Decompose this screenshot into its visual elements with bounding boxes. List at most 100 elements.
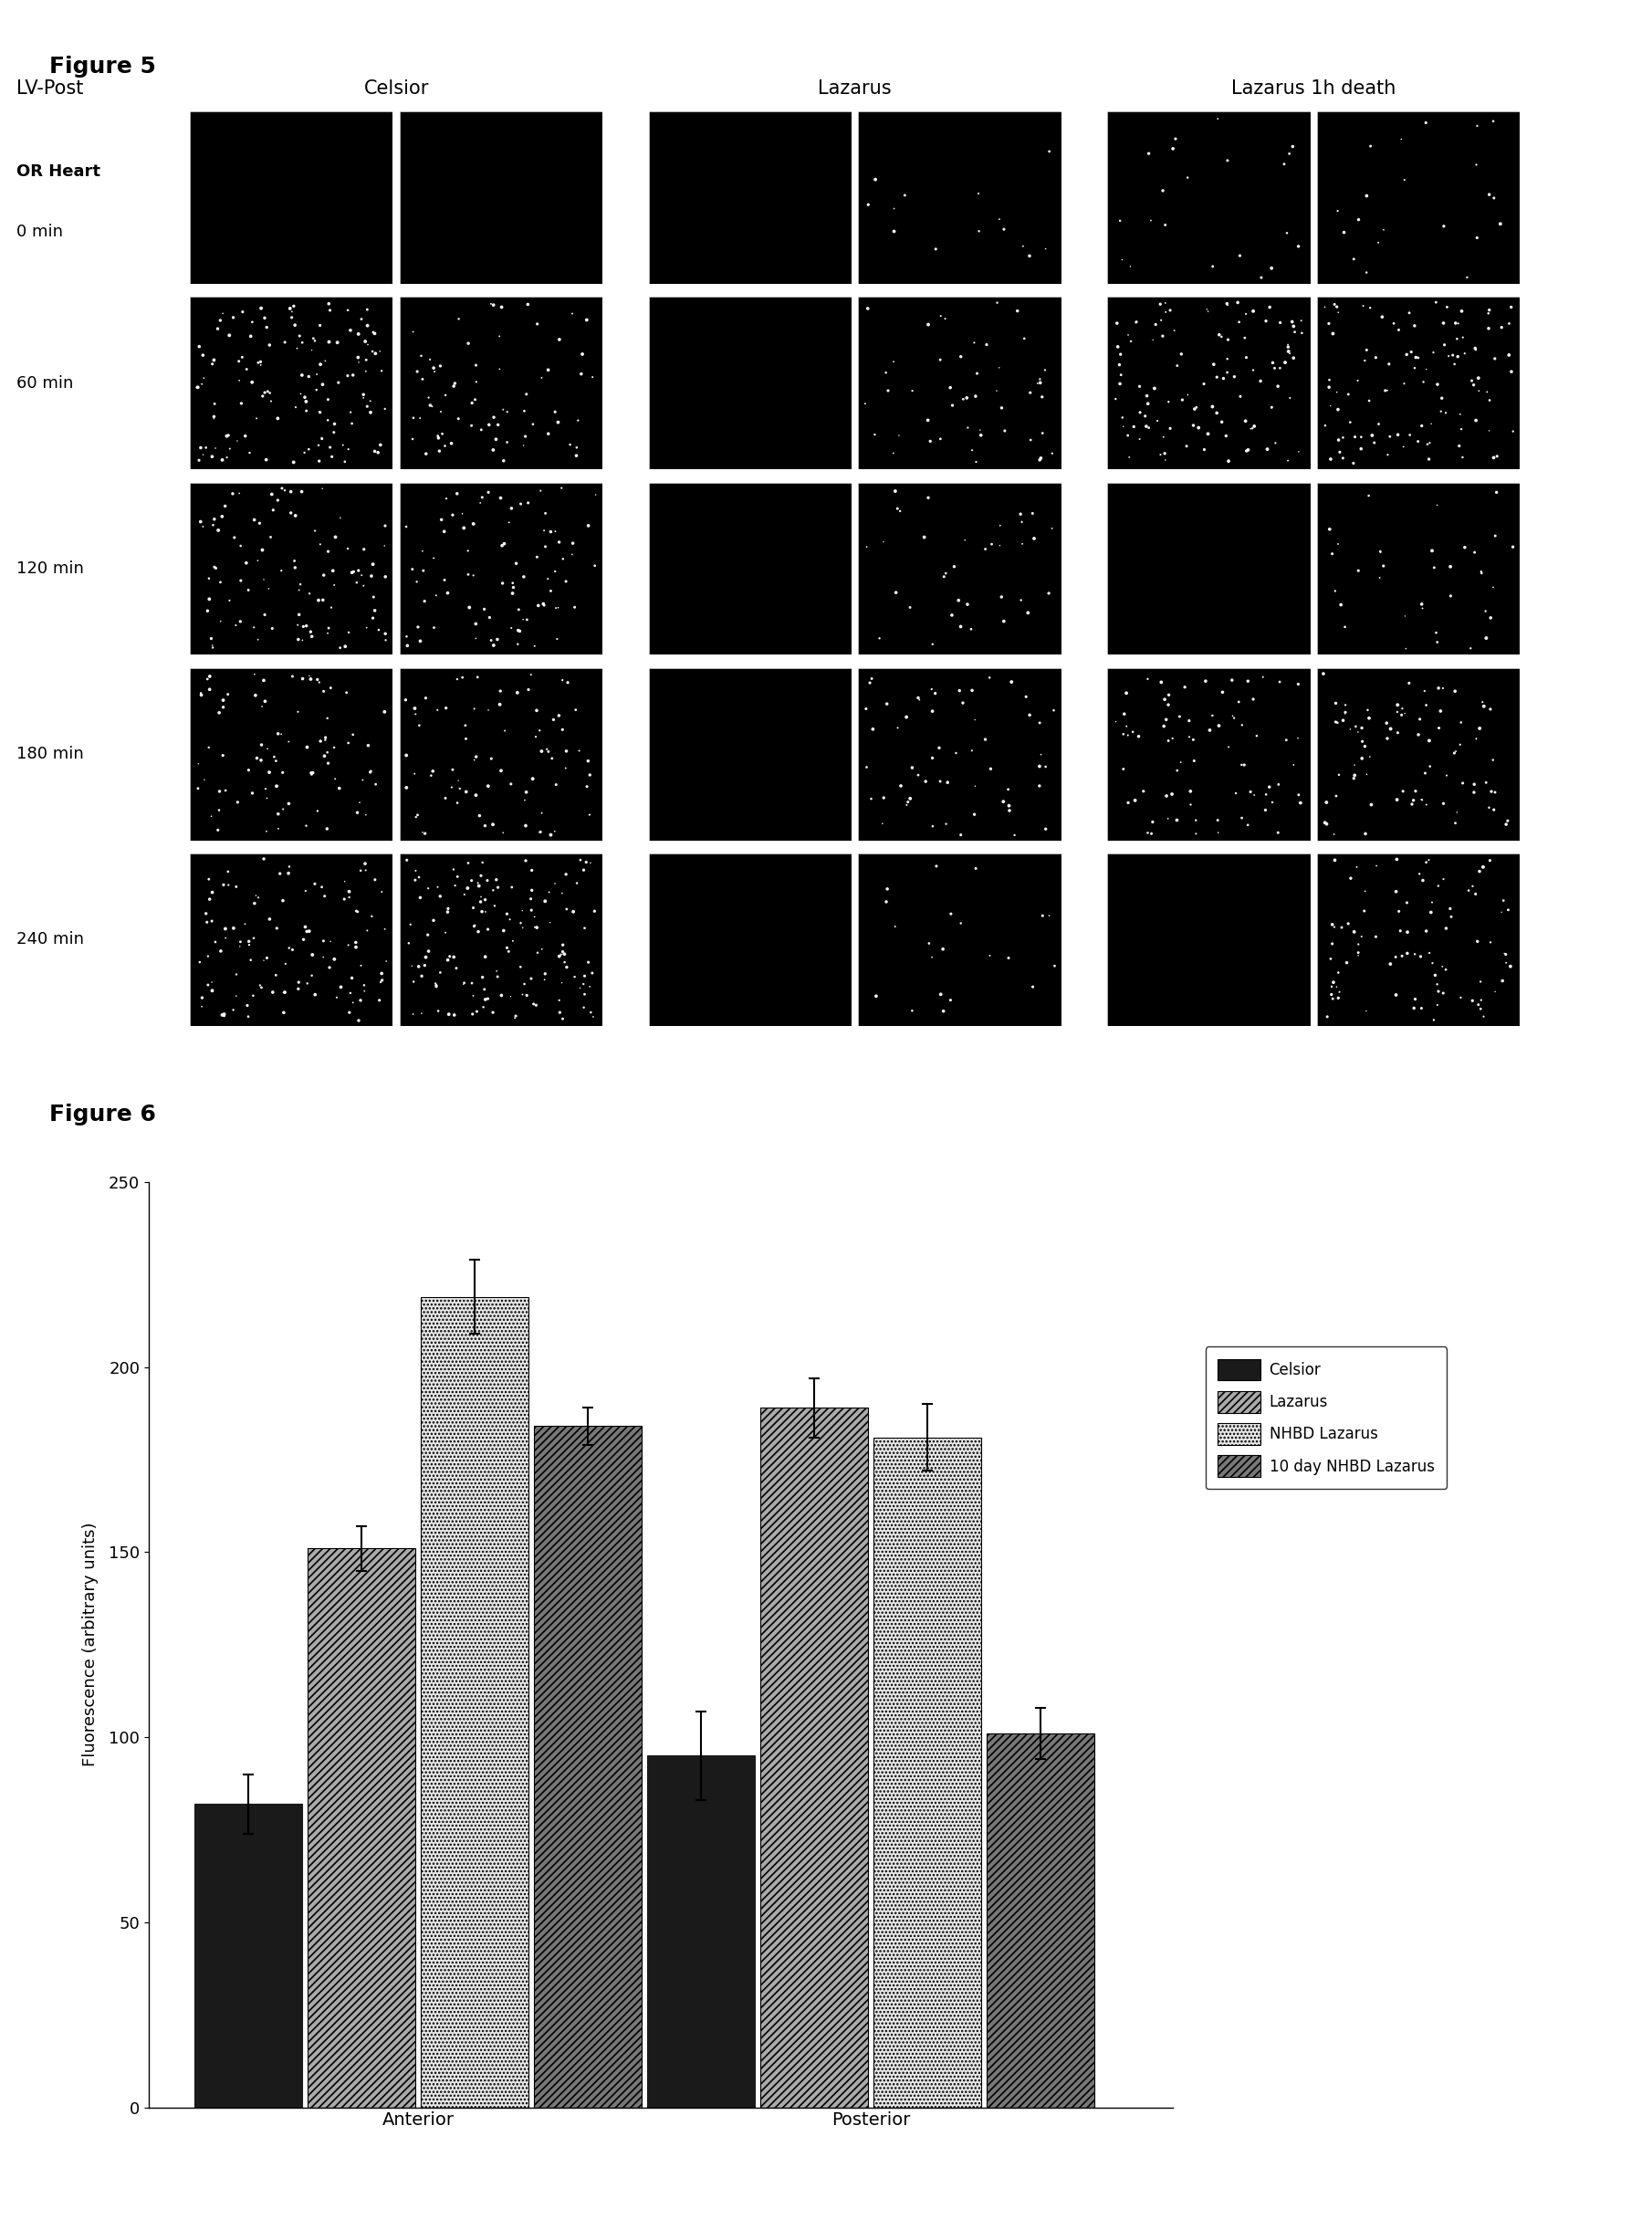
Point (978, 752, 1004, 787)
Point (527, 814, 553, 850)
Point (1214, 285, 1241, 321)
Point (319, 589, 345, 624)
Point (393, 618, 420, 653)
Point (567, 734, 593, 769)
Point (325, 366, 352, 401)
Point (1477, 384, 1503, 419)
Point (1368, 535, 1394, 571)
Point (484, 406, 510, 442)
Point (1234, 433, 1260, 468)
Point (887, 767, 914, 803)
Point (1480, 792, 1507, 827)
Point (1399, 787, 1426, 823)
Point (474, 863, 501, 899)
Point (216, 430, 243, 466)
Point (912, 763, 938, 798)
Point (1412, 787, 1439, 823)
Point (1442, 734, 1469, 769)
Point (933, 555, 960, 591)
Point (1446, 428, 1472, 464)
Point (451, 511, 477, 546)
Point (897, 589, 923, 624)
Point (859, 711, 885, 747)
Point (1480, 181, 1507, 216)
Point (1497, 306, 1523, 341)
Point (1014, 595, 1041, 631)
Point (1444, 321, 1470, 357)
Point (1183, 390, 1209, 426)
Point (1204, 395, 1231, 430)
Point (522, 988, 548, 1024)
Point (297, 662, 324, 698)
Point (486, 350, 512, 386)
Point (306, 395, 332, 430)
Point (553, 734, 580, 769)
Point (316, 381, 342, 417)
Point (887, 493, 914, 529)
Text: LV-Post: LV-Post (17, 80, 84, 98)
Point (241, 609, 268, 644)
Point (491, 814, 517, 850)
Point (1160, 720, 1186, 756)
Point (362, 433, 388, 468)
Point (215, 867, 241, 903)
Point (923, 847, 950, 883)
Point (202, 430, 228, 466)
Point (463, 381, 489, 417)
Point (1163, 803, 1189, 838)
Point (1312, 408, 1338, 444)
Point (439, 497, 466, 533)
Point (1122, 783, 1148, 818)
Point (540, 702, 567, 738)
Point (1320, 963, 1346, 999)
Point (1140, 321, 1166, 357)
Point (215, 854, 241, 890)
Point (220, 910, 246, 946)
Point (1467, 711, 1493, 747)
Point (1229, 707, 1256, 743)
Point (961, 769, 988, 805)
Point (966, 214, 993, 250)
Point (1432, 952, 1459, 988)
Point (496, 934, 522, 970)
Point (484, 870, 510, 905)
Point (1467, 990, 1493, 1026)
Point (1127, 421, 1153, 457)
Point (441, 939, 468, 975)
Point (211, 488, 238, 524)
Point (1475, 176, 1502, 212)
Point (476, 406, 502, 442)
Point (238, 943, 264, 979)
Point (301, 321, 327, 357)
Point (510, 428, 537, 464)
Point (292, 609, 319, 644)
Point (570, 852, 596, 888)
Point (259, 975, 286, 1010)
Point (1444, 339, 1470, 375)
Point (1275, 444, 1302, 479)
Point (1401, 308, 1427, 343)
Point (1107, 348, 1133, 384)
Point (1229, 801, 1256, 836)
Point (241, 921, 268, 957)
Point (200, 627, 226, 662)
Point (1163, 120, 1189, 156)
Point (943, 736, 970, 772)
Point (1201, 346, 1227, 381)
Point (320, 415, 347, 450)
Point (253, 442, 279, 477)
Point (1470, 850, 1497, 885)
Point (922, 232, 948, 268)
Point (1313, 805, 1340, 841)
Point (487, 687, 514, 723)
Point (481, 288, 507, 323)
Point (1156, 292, 1183, 328)
Point (316, 950, 342, 986)
Point (1401, 937, 1427, 972)
Point (259, 493, 286, 529)
Point (236, 928, 263, 963)
Point (249, 379, 276, 415)
Point (899, 749, 925, 785)
Point (322, 406, 349, 442)
Point (410, 361, 436, 397)
